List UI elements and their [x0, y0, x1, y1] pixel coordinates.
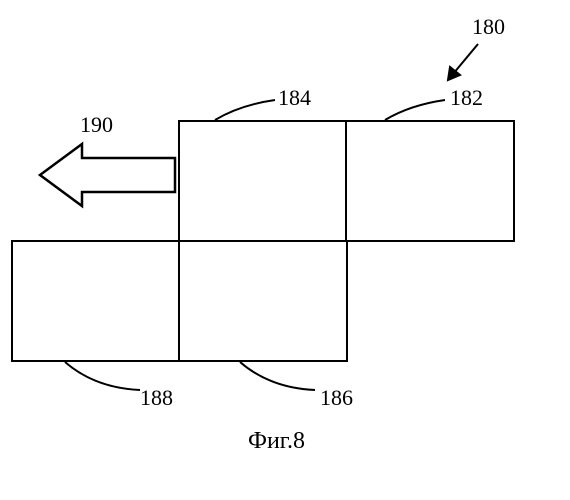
- box-188: [11, 240, 181, 362]
- box-182: [345, 120, 515, 242]
- leader-182: [380, 95, 460, 125]
- leader-188: [60, 360, 150, 400]
- leader-186: [235, 360, 325, 400]
- label-188: 188: [140, 385, 173, 411]
- figure-caption: Фиг.8: [248, 428, 305, 455]
- label-186: 186: [320, 385, 353, 411]
- box-184: [178, 120, 348, 242]
- box-186: [178, 240, 348, 362]
- label-180: 180: [472, 14, 505, 40]
- label-190: 190: [80, 112, 113, 138]
- label-182: 182: [450, 85, 483, 111]
- label-184: 184: [278, 85, 311, 111]
- direction-arrow: [38, 140, 178, 210]
